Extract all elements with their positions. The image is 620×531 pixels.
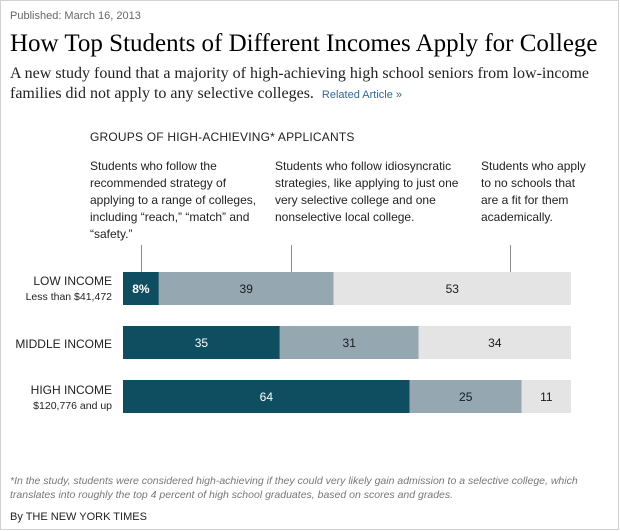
row-label-high-income: HIGH INCOME $120,776 and up (0, 383, 112, 412)
data-label-middle-income-recommended: 35 (195, 336, 209, 350)
row-label-middle-income: MIDDLE INCOME (0, 337, 112, 351)
summary-text: A new study found that a majority of hig… (10, 65, 589, 102)
row-label-sub: Less than $41,472 (25, 291, 112, 303)
row-label-main: HIGH INCOME (30, 383, 112, 397)
summary: A new study found that a majority of hig… (10, 64, 610, 105)
credit-line: By THE NEW YORK TIMES (10, 511, 147, 523)
data-label-high-income-no-fit: 11 (540, 390, 553, 404)
data-label-middle-income-idiosyncratic: 31 (343, 336, 357, 350)
row-label-main: MIDDLE INCOME (15, 337, 112, 351)
footnote: *In the study, students were considered … (10, 475, 578, 501)
bar-high-income-no-fit (521, 380, 571, 413)
published-date: Published: March 16, 2013 (10, 10, 141, 22)
row-label-main: LOW INCOME (33, 274, 112, 288)
bar-low-income-idiosyncratic (158, 272, 334, 305)
data-label-middle-income-no-fit: 34 (488, 336, 502, 350)
related-article-link[interactable]: Related Article » (321, 89, 403, 101)
bar-middle-income-idiosyncratic (279, 326, 419, 359)
annotation-leader-2 (291, 245, 292, 272)
annotation-no-fit-schools: Students who apply to no schools that ar… (481, 159, 586, 224)
annotation-recommended-strategy: Students who follow the recommended stra… (90, 159, 257, 241)
annotation-leader-1 (141, 245, 142, 272)
annotation-idiosyncratic-strategies: Students who follow idiosyncratic strate… (275, 159, 459, 224)
data-label-high-income-recommended: 64 (260, 390, 274, 404)
row-label-low-income: LOW INCOME Less than $41,472 (0, 274, 112, 303)
data-label-low-income-recommended: 8% (132, 282, 150, 296)
bar-middle-income-recommended (123, 326, 280, 359)
row-label-sub: $120,776 and up (33, 400, 112, 412)
bar-high-income-recommended (123, 380, 410, 413)
data-label-high-income-idiosyncratic: 25 (459, 390, 473, 404)
bar-middle-income-no-fit (418, 326, 571, 359)
bar-low-income-recommended (123, 272, 159, 305)
headline: How Top Students of Different Incomes Ap… (10, 30, 598, 57)
annotation-leader-3 (510, 245, 511, 272)
bar-high-income-idiosyncratic (409, 380, 522, 413)
bar-low-income-no-fit (333, 272, 571, 305)
chart-title: GROUPS OF HIGH-ACHIEVING* APPLICANTS (90, 130, 355, 144)
data-label-low-income-idiosyncratic: 39 (240, 282, 254, 296)
data-label-low-income-no-fit: 53 (446, 282, 460, 296)
